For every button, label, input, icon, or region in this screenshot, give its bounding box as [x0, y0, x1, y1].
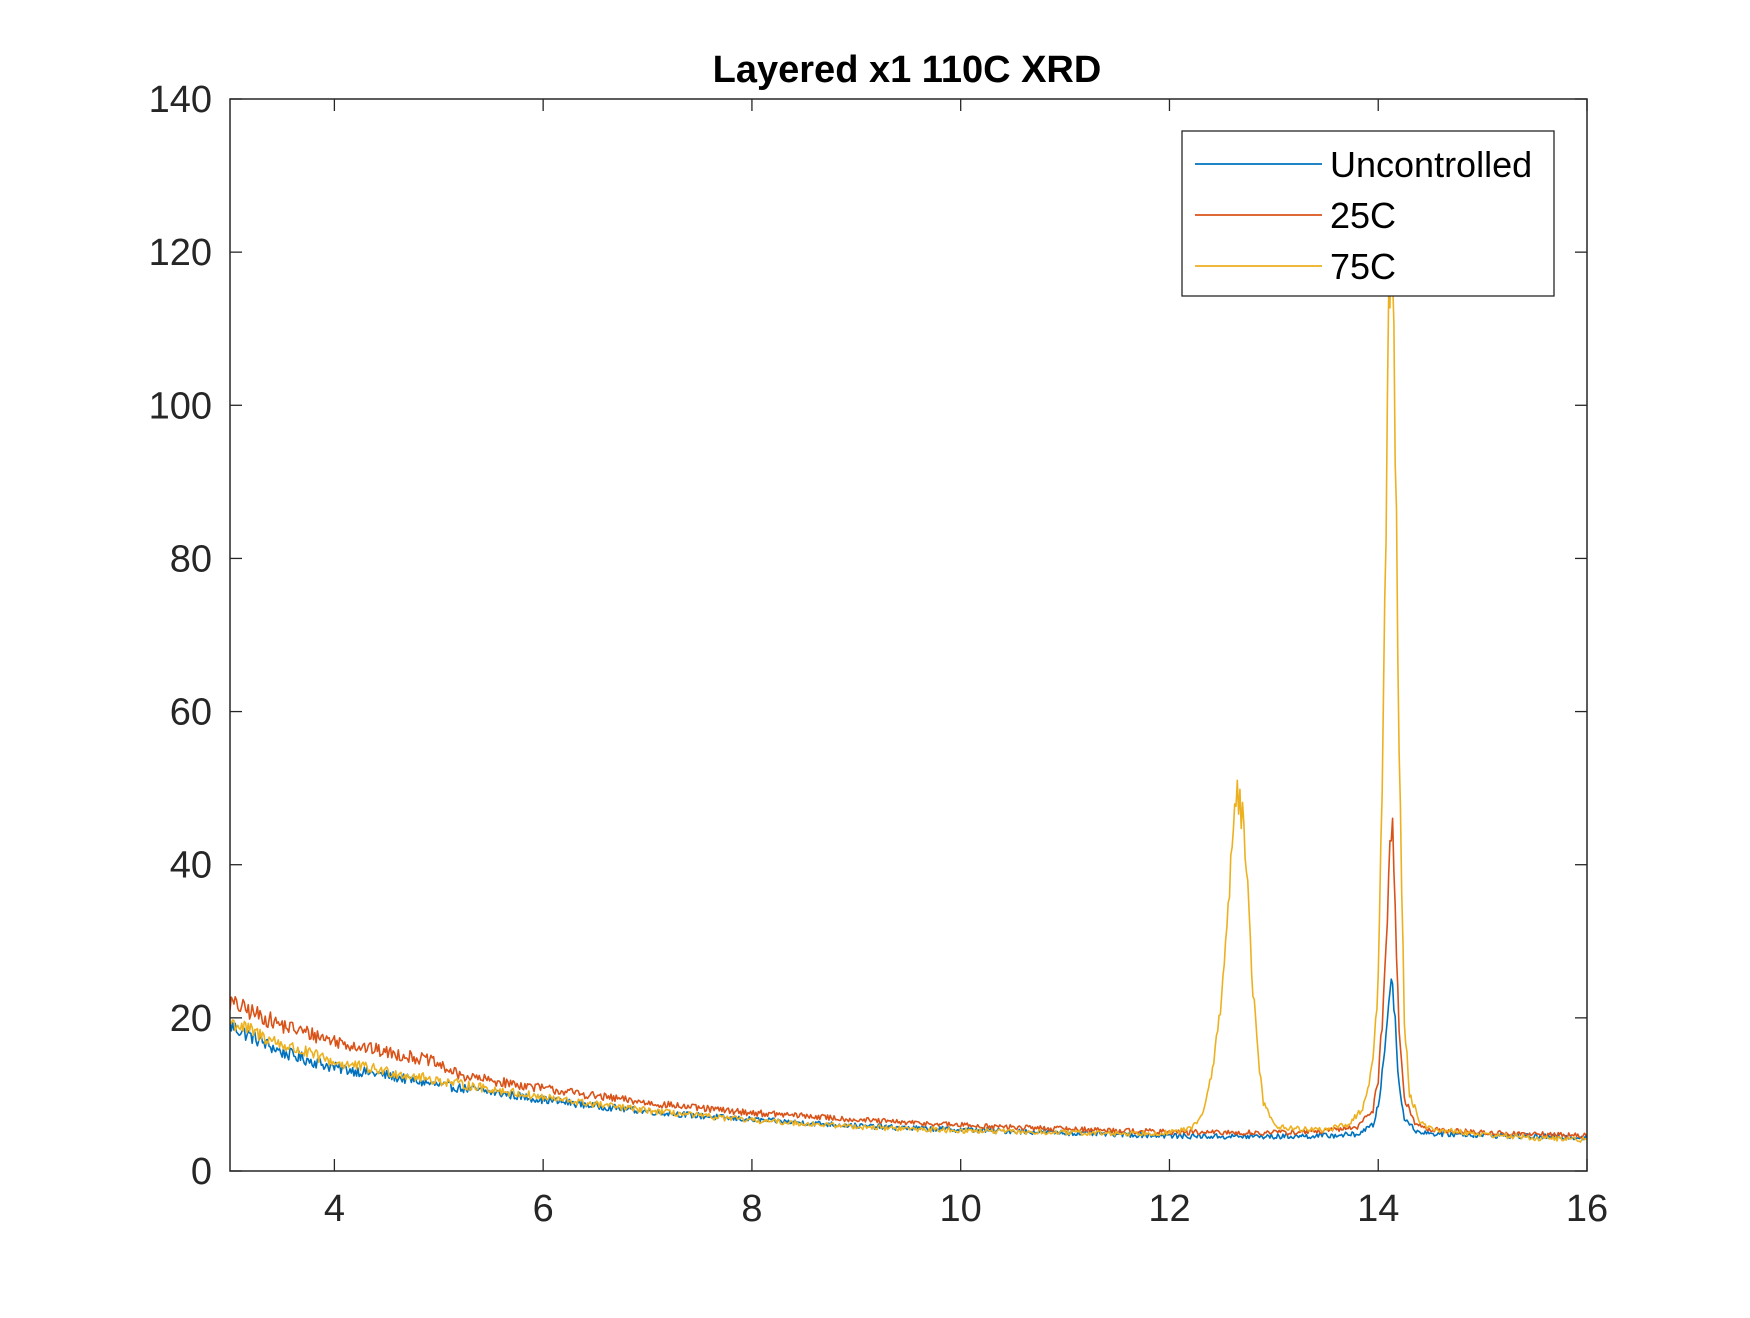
series-line-25c	[230, 817, 1587, 1139]
y-tick-label: 20	[170, 998, 212, 1040]
legend: Uncontrolled 25C 75C	[1181, 130, 1555, 297]
legend-box	[1181, 130, 1555, 297]
x-tick-label: 8	[741, 1188, 762, 1230]
legend-label: Uncontrolled	[1330, 144, 1532, 185]
y-tick-label: 60	[170, 692, 212, 734]
x-tick-label: 10	[940, 1188, 982, 1230]
x-tick-label: 16	[1566, 1188, 1608, 1230]
series-line-75c	[230, 210, 1587, 1143]
legend-label: 25C	[1330, 195, 1396, 236]
y-tick-label: 120	[149, 232, 212, 274]
chart-title: Layered x1 110C XRD	[713, 49, 1102, 91]
y-tick-label: 80	[170, 538, 212, 580]
x-tick-label: 6	[533, 1188, 554, 1230]
series-line-uncontrolled	[230, 978, 1587, 1141]
legend-label: 75C	[1330, 246, 1396, 287]
y-tick-label: 40	[170, 845, 212, 887]
x-tick-label: 14	[1357, 1188, 1399, 1230]
x-tick-label: 12	[1148, 1188, 1190, 1230]
y-tick-label: 100	[149, 385, 212, 427]
x-tick-label: 4	[324, 1188, 345, 1230]
y-tick-label: 0	[191, 1151, 212, 1193]
axes-box	[229, 98, 1588, 1172]
series-group	[230, 210, 1587, 1143]
y-tick-label: 140	[149, 79, 212, 121]
